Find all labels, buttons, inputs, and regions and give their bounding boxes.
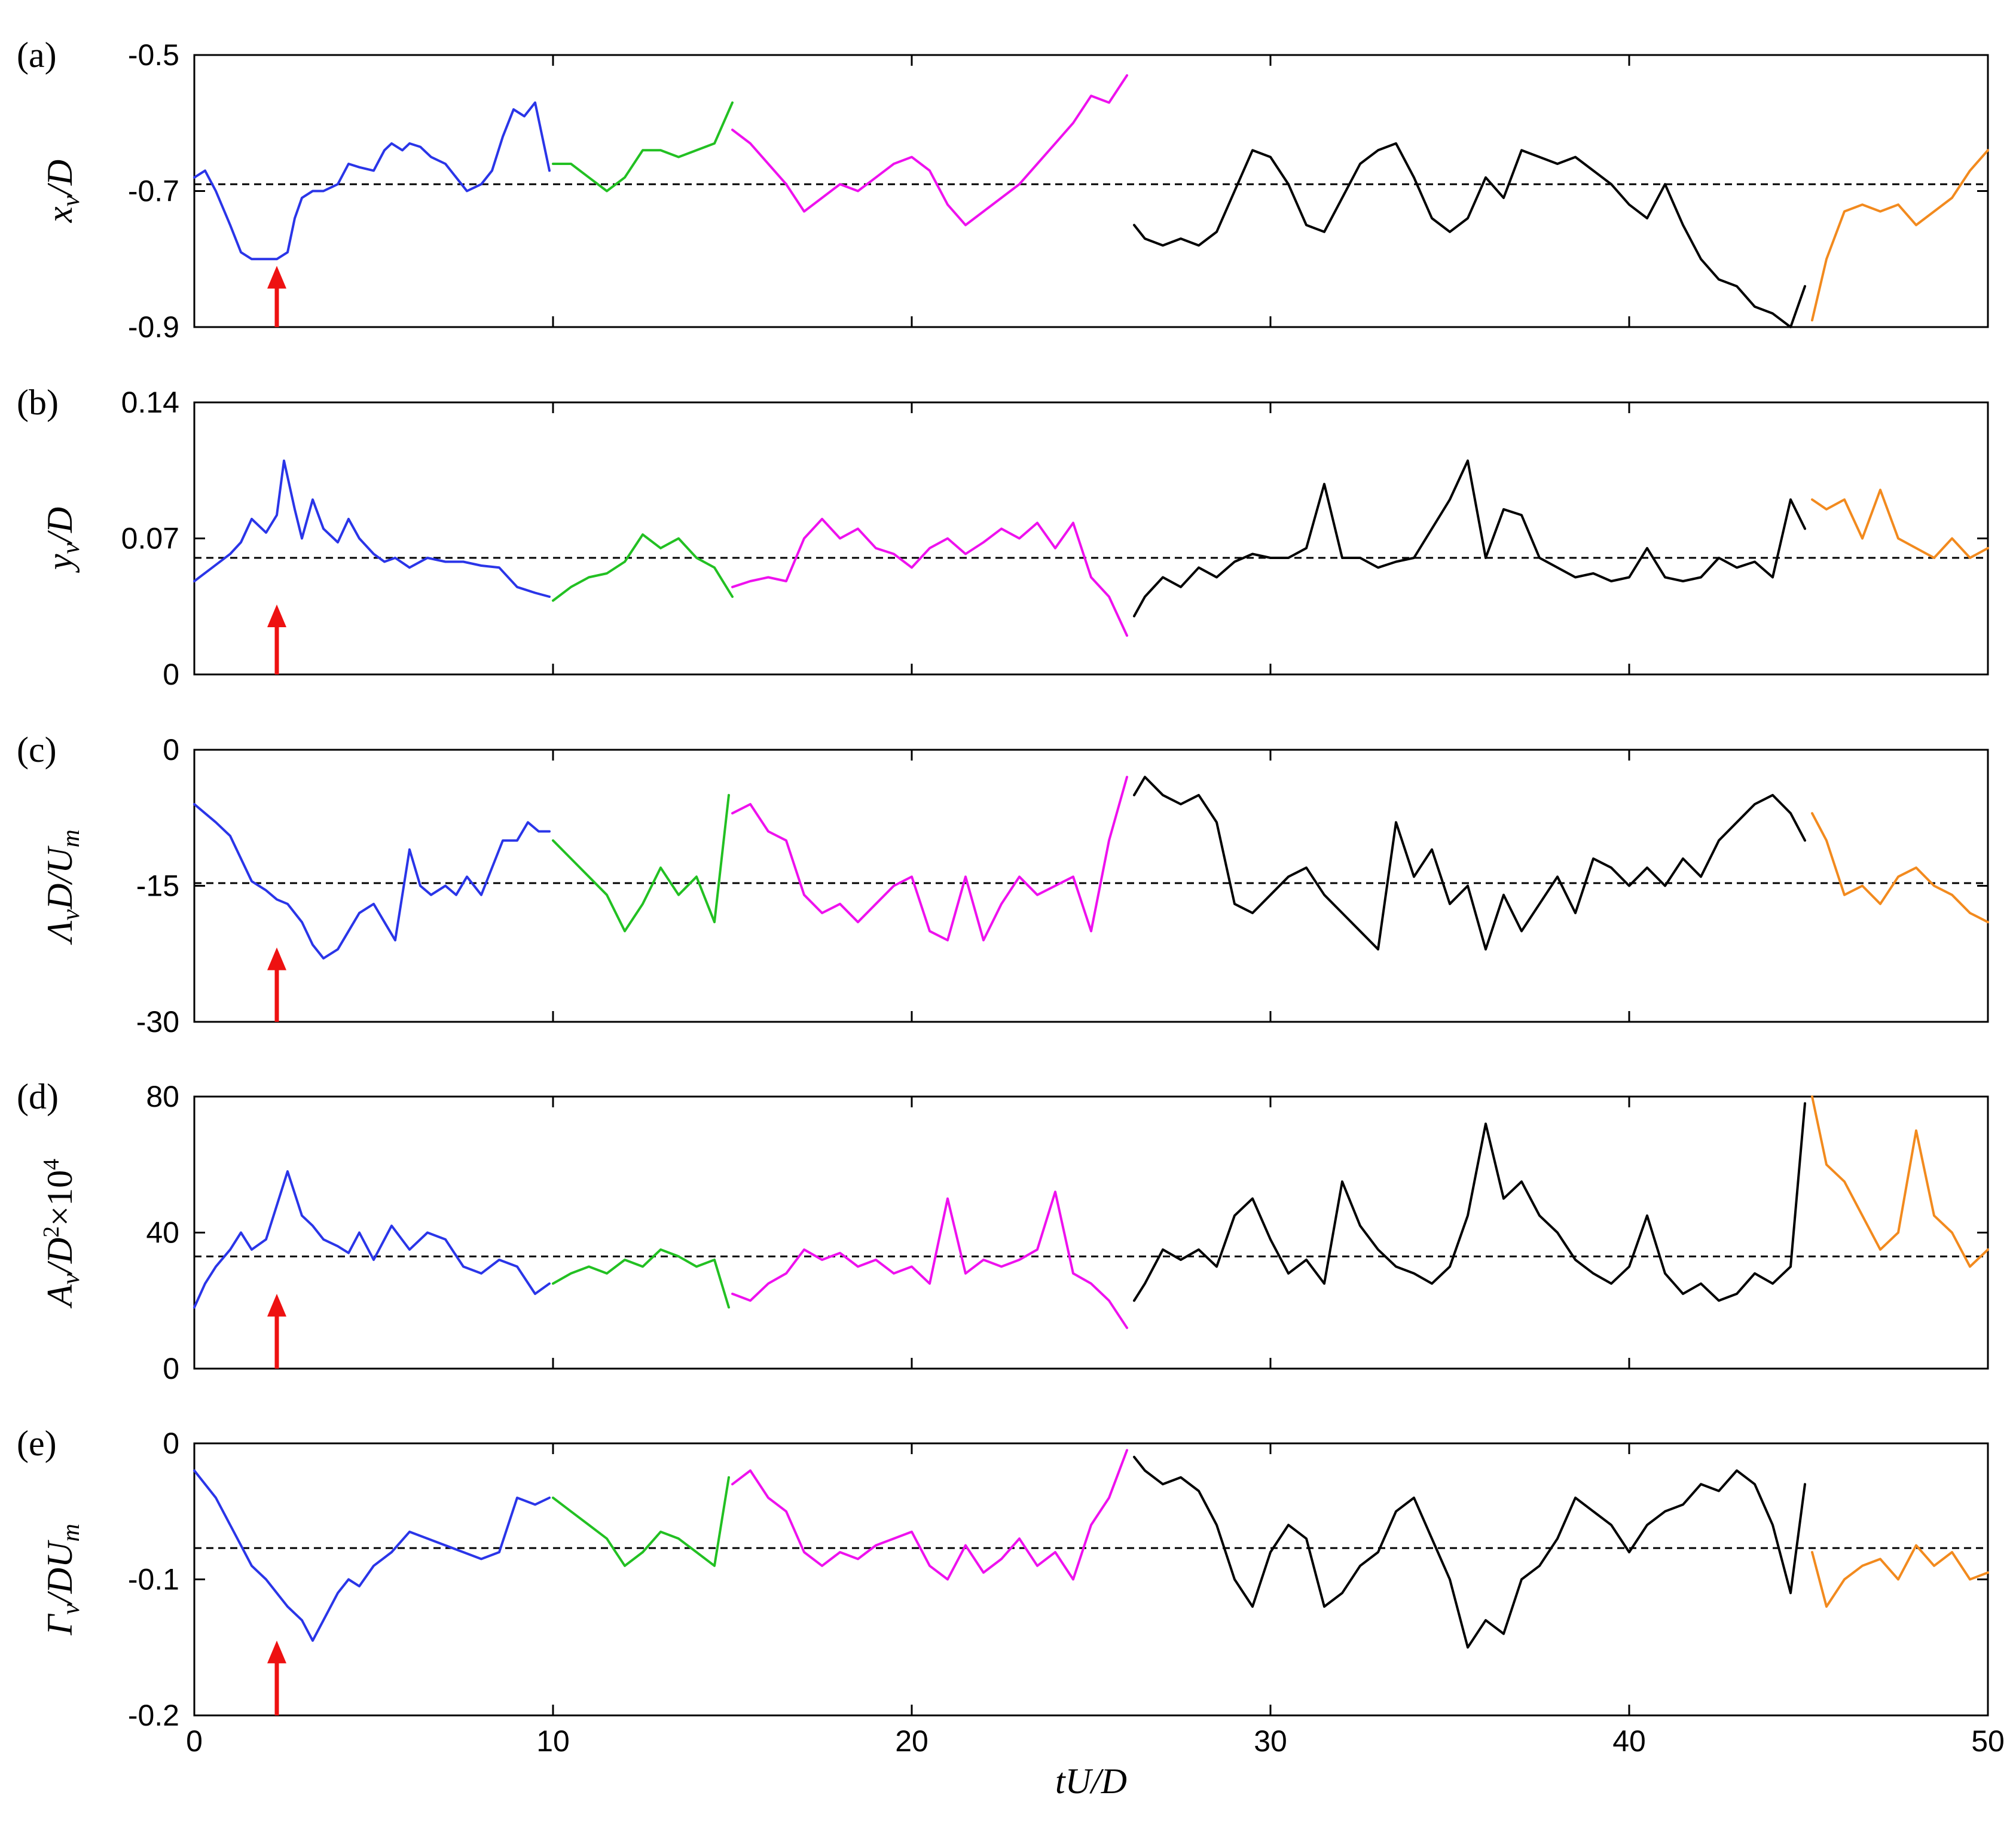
panel-label: (c): [17, 730, 57, 770]
x-tick-label: 30: [1254, 1724, 1287, 1758]
series-segment-4: [1133, 142, 1806, 328]
panel-d: (d) 80 40 0 Av/D2×104: [17, 1077, 1989, 1385]
series-segment-2: [552, 793, 730, 933]
series-segment-4: [1133, 1455, 1806, 1649]
series-segment-5: [1811, 149, 1989, 322]
series-segment-3: [731, 518, 1128, 637]
series-segment-4: [1133, 775, 1806, 951]
event-arrow-head: [267, 1640, 286, 1663]
event-arrow-head: [267, 947, 286, 970]
panel-label: (b): [17, 383, 59, 422]
y-tick-label: -0.1: [128, 1563, 179, 1596]
x-tick-label: 40: [1612, 1724, 1646, 1758]
y-tick-label: 0: [163, 1427, 179, 1460]
y-axis-title: xv/D: [40, 160, 85, 223]
panel-e: (e) 0 -0.1 -0.2 Γv/DUm 0 10 20 30 40 50 tU/D: [17, 1424, 2005, 1801]
y-tick-label: -0.5: [128, 38, 179, 72]
event-arrow-head: [267, 1293, 286, 1317]
y-tick-label: -0.9: [128, 310, 179, 344]
series-segment-5: [1811, 1544, 1989, 1608]
plot-frame: [193, 1442, 1989, 1717]
x-tick-label: 0: [186, 1724, 203, 1758]
y-tick-label: 0.07: [121, 522, 179, 555]
y-tick-label: -0.7: [128, 175, 179, 208]
series-segment-5: [1811, 1095, 1989, 1268]
series-segment-2: [552, 1476, 730, 1567]
panel-label: (e): [17, 1424, 57, 1463]
panel-label: (a): [17, 35, 57, 75]
x-axis-title: tU/D: [1055, 1761, 1127, 1801]
y-axis-title: Γv/DUm: [40, 1523, 85, 1635]
y-tick-label: 0: [163, 658, 179, 691]
series-segment-1: [193, 1469, 551, 1642]
x-tick-label: 20: [895, 1724, 928, 1758]
y-tick-label: 0.14: [121, 386, 179, 419]
x-tick-label: 10: [536, 1724, 570, 1758]
plot-frame: [193, 749, 1989, 1023]
series-segment-4: [1133, 1102, 1806, 1302]
event-arrow-head: [267, 604, 286, 627]
x-tick-label: 50: [1971, 1724, 2005, 1758]
series-segment-3: [731, 1190, 1128, 1329]
series-segment-1: [193, 1170, 551, 1309]
series-segment-1: [193, 101, 551, 261]
y-tick-label: -15: [136, 869, 179, 903]
plot-frame: [193, 1095, 1989, 1370]
series-segment-2: [552, 533, 734, 602]
panel-b: (b) 0.14 0.07 0 yv/D: [17, 383, 1989, 691]
y-axis-title: ΛvD/Um: [40, 829, 85, 945]
series-segment-3: [731, 74, 1128, 227]
plot-frame: [193, 401, 1989, 676]
y-tick-label: -0.2: [128, 1699, 179, 1732]
series-segment-2: [552, 1248, 730, 1309]
panel-c: (c) 0 -15 -30 ΛvD/Um: [17, 730, 1989, 1039]
series-segment-5: [1811, 812, 1989, 924]
series-segment-4: [1133, 459, 1806, 618]
series-segment-3: [731, 775, 1128, 942]
y-axis-title: Av/D2×104: [39, 1159, 85, 1309]
event-arrow-head: [267, 265, 286, 289]
y-tick-label: -30: [136, 1005, 179, 1039]
series-segment-1: [193, 459, 551, 598]
series-segment-1: [193, 803, 551, 960]
y-tick-label: 0: [163, 1352, 179, 1385]
y-tick-label: 80: [146, 1080, 179, 1113]
panel-label: (d): [17, 1077, 59, 1116]
series-segment-5: [1811, 488, 1989, 559]
panel-a: (a) -0.5 -0.7 -0.9 xv/D: [17, 35, 1989, 344]
y-axis-title: yv/D: [40, 507, 85, 573]
series-segment-3: [731, 1449, 1128, 1581]
series-segment-2: [552, 101, 734, 193]
y-tick-label: 0: [163, 733, 179, 767]
y-tick-label: 40: [146, 1216, 179, 1250]
